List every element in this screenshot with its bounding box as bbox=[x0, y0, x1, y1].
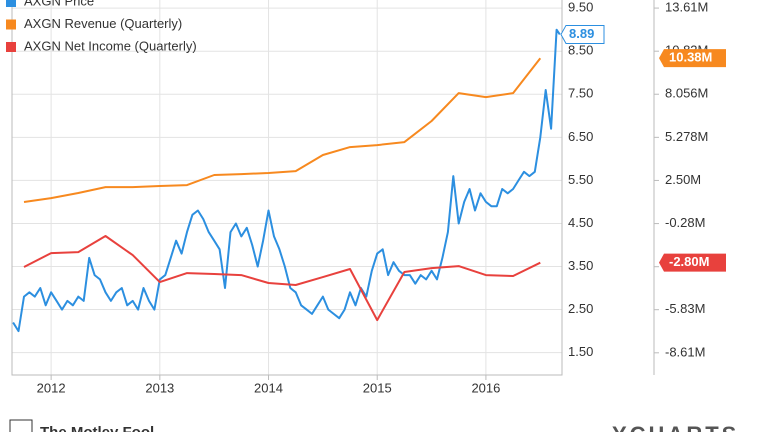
y-tick-label: 2.50 bbox=[568, 301, 593, 316]
legend-swatch bbox=[6, 42, 16, 52]
y-tick-label: 6.50 bbox=[568, 129, 593, 144]
legend-label: AXGN Revenue (Quarterly) bbox=[24, 16, 182, 31]
y2-tick-label: -5.83M bbox=[665, 301, 705, 316]
logo-icon bbox=[9, 419, 33, 432]
legend-label: AXGN Net Income (Quarterly) bbox=[24, 38, 197, 53]
end-label-box bbox=[659, 253, 726, 272]
end-label-box bbox=[659, 49, 726, 68]
end-label: 8.89 bbox=[569, 26, 594, 41]
x-tick-label: 2016 bbox=[471, 380, 500, 395]
x-tick-label: 2015 bbox=[363, 380, 392, 395]
credit: YCHARTS bbox=[612, 422, 739, 432]
plot-frame bbox=[11, 0, 563, 376]
x-tick-label: 2013 bbox=[145, 380, 174, 395]
y2-tick-label: 5.278M bbox=[665, 129, 708, 144]
legend-swatch bbox=[6, 0, 16, 7]
y-tick-label: 3.50 bbox=[568, 258, 593, 273]
legend-swatch bbox=[6, 19, 16, 30]
legend-label: AXGN Price bbox=[24, 0, 94, 8]
series-line bbox=[23, 57, 542, 203]
y-tick-label: 7.50 bbox=[568, 86, 593, 101]
x-tick-label: 2014 bbox=[254, 380, 283, 395]
series-line bbox=[12, 28, 561, 333]
y2-tick-label: 2.50M bbox=[665, 172, 701, 187]
y2-tick-label: 13.61M bbox=[665, 0, 708, 15]
y-tick-label: 5.50 bbox=[568, 172, 593, 187]
y-tick-label: 4.50 bbox=[568, 215, 593, 230]
y2-tick-label: 8.056M bbox=[665, 86, 708, 101]
y-tick-label: 8.50 bbox=[568, 43, 593, 58]
end-label: 10.38M bbox=[669, 50, 712, 65]
y2-tick-label: -0.28M bbox=[665, 215, 705, 230]
end-label-box bbox=[560, 24, 605, 44]
series-line bbox=[23, 235, 541, 322]
x-tick-label: 2012 bbox=[37, 380, 66, 395]
end-label: -2.80M bbox=[669, 254, 709, 269]
y2-tick-label: -8.61M bbox=[665, 344, 705, 359]
y-tick-label: 9.50 bbox=[568, 0, 593, 15]
y-tick-label: 1.50 bbox=[568, 344, 593, 359]
credit: The Motley Fool bbox=[40, 424, 154, 432]
